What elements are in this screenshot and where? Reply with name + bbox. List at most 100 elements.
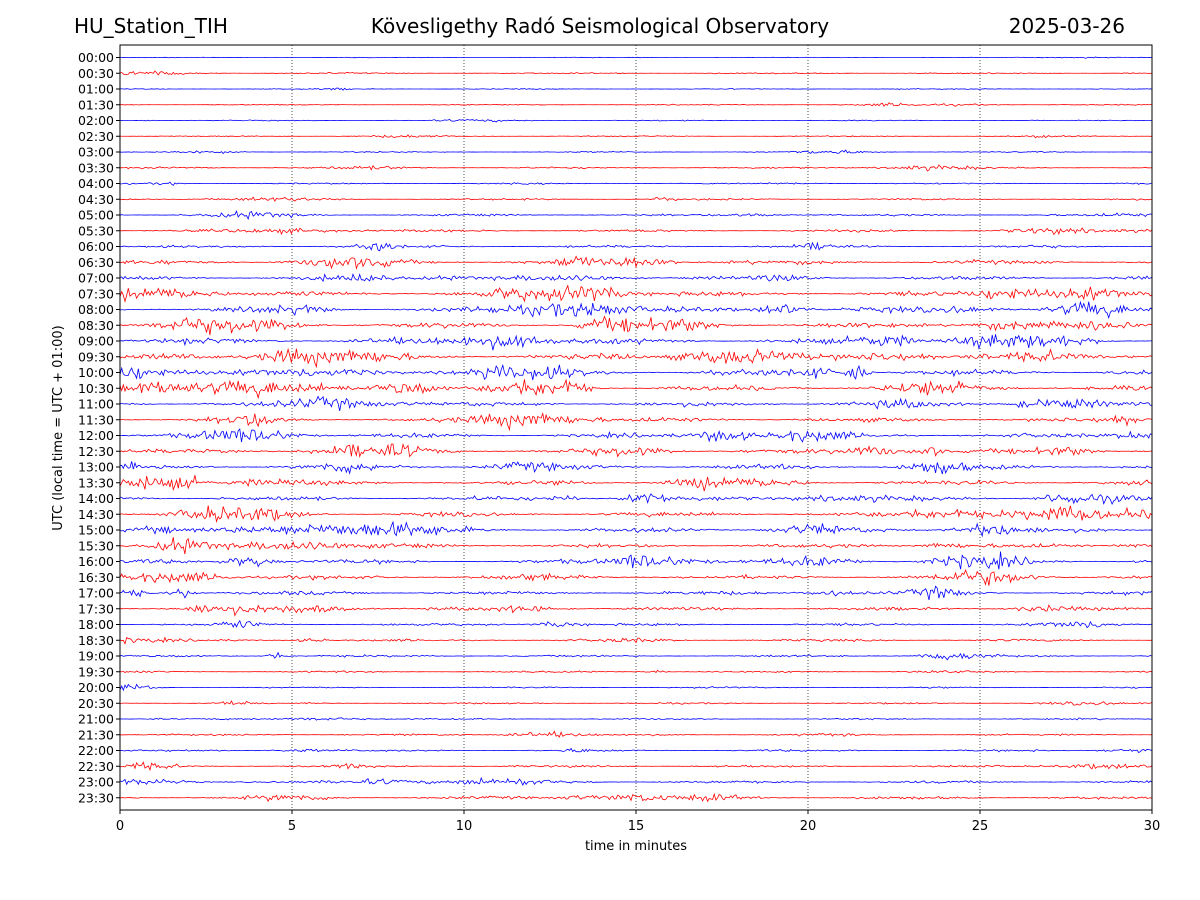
trace-row [119, 792, 1153, 803]
chart-date: 2025-03-26 [1008, 14, 1125, 38]
y-tick-label: 08:30 [78, 318, 114, 333]
x-tick-label: 15 [628, 819, 645, 834]
y-tick-label: 19:30 [78, 664, 114, 679]
y-tick-label: 05:00 [78, 208, 114, 223]
y-tick-label: 13:00 [78, 460, 114, 475]
trace-row [119, 347, 1153, 369]
trace-row [119, 134, 1153, 139]
trace-row [119, 102, 1153, 107]
trace-row [119, 730, 1153, 738]
y-tick-label: 07:30 [78, 286, 114, 301]
trace-row [119, 164, 1153, 172]
y-tick-label: 15:30 [78, 538, 114, 553]
seismic-traces [119, 56, 1153, 803]
trace-row [119, 604, 1153, 617]
y-tick-label: 03:00 [78, 145, 114, 160]
grid-lines [291, 45, 981, 810]
x-axis-label: time in minutes [585, 839, 687, 854]
trace-row [119, 669, 1153, 674]
trace-row [119, 149, 1153, 155]
trace-row [119, 428, 1153, 443]
trace-row [119, 761, 1153, 772]
trace-row [119, 493, 1153, 505]
y-tick-label: 19:00 [78, 649, 114, 664]
y-tick-label: 16:30 [78, 570, 114, 585]
y-tick-label: 00:00 [78, 50, 114, 65]
trace-row [119, 475, 1153, 492]
trace-row [119, 636, 1153, 645]
trace-row [119, 300, 1153, 320]
trace-row [119, 537, 1153, 555]
trace-row [119, 505, 1153, 523]
y-tick-label: 04:00 [78, 176, 114, 191]
station-name: HU_Station_TIH [74, 14, 228, 38]
y-tick-label: 06:30 [78, 255, 114, 270]
trace-row [119, 568, 1153, 586]
y-tick-label: 22:30 [78, 759, 114, 774]
y-tick-label: 08:00 [78, 302, 114, 317]
trace-row [119, 378, 1153, 400]
x-tick-label: 0 [116, 819, 124, 834]
y-tick-label: 01:00 [78, 82, 114, 97]
trace-row [119, 334, 1153, 351]
trace-row [119, 461, 1153, 475]
y-tick-label: 20:30 [78, 696, 114, 711]
trace-row [119, 273, 1153, 283]
trace-row [119, 363, 1153, 381]
x-tick-label: 20 [800, 819, 817, 834]
y-tick-label: 02:30 [78, 129, 114, 144]
y-tick-label: 01:30 [78, 97, 114, 112]
trace-row [119, 209, 1153, 221]
trace-row [119, 551, 1153, 570]
trace-row [119, 227, 1153, 236]
trace-row [119, 119, 1153, 123]
y-tick-label: 10:30 [78, 381, 114, 396]
trace-row [119, 395, 1153, 411]
y-tick-label: 20:00 [78, 680, 114, 695]
y-tick-label: 22:00 [78, 743, 114, 758]
trace-row [119, 315, 1153, 336]
y-tick-label: 06:00 [78, 239, 114, 254]
trace-row [119, 196, 1153, 202]
y-tick-label: 14:00 [78, 491, 114, 506]
y-tick-label: 21:30 [78, 727, 114, 742]
y-tick-label: 10:00 [78, 365, 114, 380]
y-tick-label: 09:00 [78, 334, 114, 349]
trace-row [119, 520, 1153, 538]
x-tick-label: 10 [456, 819, 473, 834]
y-tick-label: 11:00 [78, 397, 114, 412]
trace-row [119, 181, 1153, 186]
trace-row [119, 717, 1153, 721]
x-tick-label: 25 [972, 819, 989, 834]
y-tick-label: 18:30 [78, 633, 114, 648]
y-tick-label: 04:30 [78, 192, 114, 207]
y-tick-label: 03:30 [78, 160, 114, 175]
trace-row [119, 585, 1153, 601]
y-tick-label: 14:30 [78, 507, 114, 522]
trace-row [119, 87, 1153, 91]
y-axis-ticks: 00:0000:3001:0001:3002:0002:3003:0003:30… [78, 50, 120, 805]
y-tick-label: 12:00 [78, 428, 114, 443]
y-tick-label: 21:00 [78, 712, 114, 727]
y-tick-label: 07:00 [78, 271, 114, 286]
y-tick-label: 23:30 [78, 790, 114, 805]
trace-row [119, 683, 1153, 692]
chart-title: Kövesligethy Radó Seismological Observat… [370, 14, 830, 38]
trace-row [119, 411, 1153, 432]
x-tick-label: 30 [1144, 819, 1161, 834]
trace-row [119, 442, 1153, 458]
trace-row [119, 619, 1153, 629]
y-tick-label: 17:30 [78, 601, 114, 616]
y-tick-label: 16:00 [78, 554, 114, 569]
trace-row [119, 747, 1153, 754]
trace-row [120, 700, 1153, 706]
y-tick-label: 15:00 [78, 523, 114, 538]
y-tick-label: 23:00 [78, 775, 114, 790]
trace-row [119, 284, 1153, 303]
x-tick-label: 5 [288, 819, 296, 834]
y-axis-label: UTC (local time = UTC + 01:00) [51, 325, 66, 530]
y-tick-label: 05:30 [78, 223, 114, 238]
trace-row [119, 70, 1153, 76]
trace-row [119, 56, 1153, 59]
